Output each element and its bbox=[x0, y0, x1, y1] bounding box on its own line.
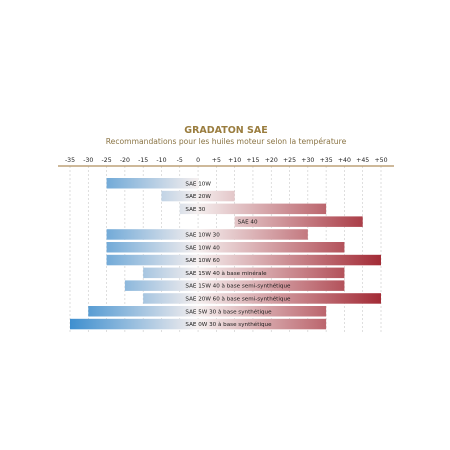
x-tick-label: +35 bbox=[320, 157, 333, 164]
x-tick-label: +45 bbox=[356, 157, 369, 164]
bar bbox=[106, 229, 308, 240]
x-tick-label: +40 bbox=[338, 157, 351, 164]
bar bbox=[143, 293, 381, 304]
bar-label: SAE 10W 60 bbox=[185, 258, 220, 264]
bar-label: SAE 10W bbox=[185, 181, 211, 187]
chart-subtitle: Recommandations pour les huiles moteur s… bbox=[106, 137, 347, 146]
bar bbox=[106, 242, 345, 253]
bar-label: SAE 20W 60 à base semi-synthétique bbox=[185, 295, 291, 302]
bar bbox=[143, 267, 345, 279]
x-tick-label: -15 bbox=[138, 157, 148, 164]
bar-label: SAE 30 bbox=[185, 207, 205, 213]
bar-label: SAE 40 bbox=[238, 220, 258, 226]
bar-label: SAE 20W bbox=[185, 194, 211, 200]
x-tick-label: -20 bbox=[120, 157, 130, 164]
x-tick-label: +50 bbox=[374, 157, 387, 164]
x-tick-label: 0 bbox=[196, 157, 200, 164]
bar bbox=[88, 306, 327, 317]
x-tick-label: +25 bbox=[283, 157, 296, 164]
bar bbox=[106, 178, 199, 189]
x-tick-label: +20 bbox=[265, 157, 278, 164]
x-tick-label: +10 bbox=[228, 157, 241, 164]
bar-label: SAE 10W 40 bbox=[185, 245, 220, 251]
x-axis-ticks: -35 -30 -25 -20 -15 -10 -5 0 +5 +10 +15 +20 +25 +30 +3… bbox=[65, 157, 388, 164]
x-tick-label: -10 bbox=[156, 157, 166, 164]
bar bbox=[161, 190, 235, 202]
chart-title: GRADATON SAE bbox=[184, 125, 267, 136]
x-tick-label: -30 bbox=[83, 157, 93, 164]
bar bbox=[106, 254, 382, 266]
bars: SAE 10W SAE 20W SAE 30 SAE 40 SAE 10W 30 SAE … bbox=[70, 178, 382, 330]
x-tick-label: +30 bbox=[301, 157, 314, 164]
bar bbox=[70, 318, 327, 330]
bar-label: SAE 10W 30 bbox=[185, 232, 220, 238]
bar-label: SAE 5W 30 à base synthétique bbox=[185, 308, 272, 315]
x-tick-label: -25 bbox=[102, 157, 112, 164]
bar bbox=[234, 216, 363, 227]
x-tick-label: -5 bbox=[177, 157, 183, 164]
bar-label: SAE 15W 40 à base semi-synthétique bbox=[185, 283, 291, 290]
bar-label: SAE 0W 30 à base synthétique bbox=[185, 321, 272, 328]
x-tick-label: +5 bbox=[212, 157, 221, 164]
bar bbox=[124, 280, 345, 291]
bar bbox=[179, 203, 327, 215]
bar-label: SAE 15W 40 à base minérale bbox=[185, 270, 267, 277]
x-tick-label: -35 bbox=[65, 157, 75, 164]
x-tick-label: +15 bbox=[246, 157, 259, 164]
